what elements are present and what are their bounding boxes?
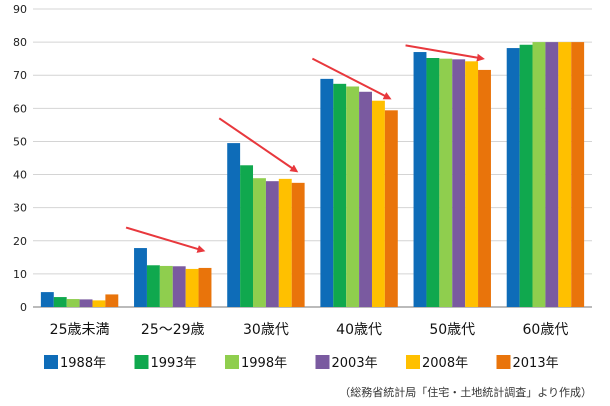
bar [439, 58, 453, 307]
bar [198, 267, 212, 307]
y-tick-label: 70 [13, 69, 27, 82]
bar [359, 91, 372, 308]
y-tick-label: 60 [13, 102, 27, 115]
y-axis-ticks: 0 10 20 30 40 50 60 70 80 90 [13, 3, 27, 314]
x-category-label: 60歳代 [523, 322, 569, 338]
bar [105, 294, 119, 307]
bar [346, 86, 360, 307]
trend-arrow [125, 226, 206, 253]
bar [278, 178, 292, 307]
y-tick-label: 30 [13, 202, 27, 215]
bar [506, 48, 520, 308]
legend: 1988年 1993年 1998年 2003年 2008年 2013年 [44, 355, 559, 371]
bar [66, 299, 80, 307]
y-tick-label: 80 [13, 36, 27, 49]
bar [478, 69, 491, 308]
bar [40, 292, 54, 307]
legend-label: 2013年 [513, 356, 559, 371]
bar [79, 299, 93, 307]
x-category-label: 30歳代 [243, 322, 289, 338]
trend-arrows [125, 44, 485, 253]
bar [134, 248, 147, 307]
legend-label: 1993年 [151, 356, 197, 371]
bar [519, 44, 533, 307]
bar [558, 42, 572, 307]
y-tick-label: 50 [13, 135, 27, 148]
bar [227, 143, 241, 307]
grid-lines [33, 8, 592, 308]
legend-label: 2003年 [332, 356, 378, 371]
bar [384, 110, 398, 307]
trend-arrow [405, 44, 485, 62]
bar [465, 61, 479, 308]
y-tick-label: 90 [13, 3, 27, 16]
bar [426, 58, 440, 308]
bar [371, 100, 385, 308]
bar [240, 165, 254, 307]
bar [545, 42, 559, 307]
bar [185, 268, 199, 307]
x-category-label: 40歳代 [336, 322, 382, 338]
y-tick-label: 20 [13, 235, 27, 248]
bar [452, 59, 466, 307]
bar [53, 297, 67, 307]
x-category-label: 25歳未満 [50, 322, 110, 338]
bar [159, 265, 173, 307]
bars [40, 42, 585, 308]
bar [92, 300, 106, 307]
bar [146, 265, 160, 307]
bar [571, 42, 585, 307]
legend-swatch [315, 355, 330, 369]
bar [291, 182, 305, 307]
source-note: （総務省統計局「住宅・土地統計調査」より作成） [339, 386, 592, 399]
x-category-label: 25〜29歳 [141, 322, 205, 338]
legend-swatch [44, 355, 58, 369]
legend-label: 1998年 [241, 356, 287, 371]
legend-label: 2008年 [422, 356, 468, 371]
bar [253, 178, 266, 307]
y-tick-label: 40 [13, 169, 27, 182]
legend-swatch [134, 355, 149, 369]
legend-swatch [225, 355, 239, 369]
trend-arrow [311, 57, 392, 100]
y-tick-label: 0 [20, 301, 27, 314]
y-tick-label: 10 [13, 268, 27, 281]
bar [532, 42, 546, 307]
bar [320, 78, 334, 307]
x-axis-labels: 25歳未満 25〜29歳 30歳代 40歳代 50歳代 60歳代 [50, 322, 569, 338]
legend-swatch [406, 355, 420, 369]
legend-swatch [496, 355, 511, 369]
bar [265, 181, 279, 307]
trend-arrow [218, 117, 299, 173]
bar [413, 52, 427, 307]
x-category-label: 50歳代 [429, 322, 475, 338]
legend-label: 1988年 [60, 356, 106, 371]
bar [333, 83, 347, 307]
bar [172, 266, 186, 307]
